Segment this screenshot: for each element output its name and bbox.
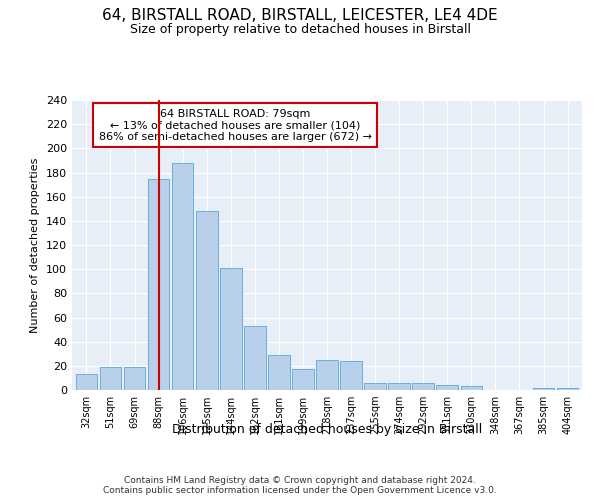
Bar xyxy=(388,383,410,390)
Bar xyxy=(76,374,97,390)
Bar xyxy=(220,268,242,390)
Y-axis label: Number of detached properties: Number of detached properties xyxy=(31,158,40,332)
Bar xyxy=(316,360,338,390)
Text: Contains HM Land Registry data © Crown copyright and database right 2024.
Contai: Contains HM Land Registry data © Crown c… xyxy=(103,476,497,495)
Bar xyxy=(340,361,362,390)
Bar xyxy=(268,355,290,390)
Bar xyxy=(412,383,434,390)
Bar xyxy=(557,388,578,390)
Bar xyxy=(124,367,145,390)
Bar xyxy=(196,211,218,390)
Text: Size of property relative to detached houses in Birstall: Size of property relative to detached ho… xyxy=(130,22,470,36)
Bar xyxy=(533,388,554,390)
Text: 64 BIRSTALL ROAD: 79sqm
← 13% of detached houses are smaller (104)
86% of semi-d: 64 BIRSTALL ROAD: 79sqm ← 13% of detache… xyxy=(99,108,372,142)
Text: Distribution of detached houses by size in Birstall: Distribution of detached houses by size … xyxy=(172,422,482,436)
Bar xyxy=(172,163,193,390)
Bar xyxy=(148,178,169,390)
Bar xyxy=(461,386,482,390)
Bar xyxy=(436,385,458,390)
Bar xyxy=(244,326,266,390)
Bar xyxy=(364,383,386,390)
Bar xyxy=(100,367,121,390)
Text: 64, BIRSTALL ROAD, BIRSTALL, LEICESTER, LE4 4DE: 64, BIRSTALL ROAD, BIRSTALL, LEICESTER, … xyxy=(102,8,498,22)
Bar xyxy=(292,370,314,390)
